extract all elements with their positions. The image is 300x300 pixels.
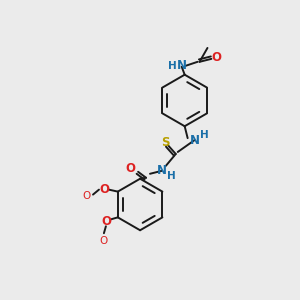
Text: H: H bbox=[168, 61, 177, 71]
Text: O: O bbox=[212, 51, 221, 64]
Text: O: O bbox=[101, 215, 111, 228]
Text: O: O bbox=[82, 190, 90, 201]
Text: S: S bbox=[162, 136, 170, 148]
Text: O: O bbox=[99, 183, 109, 196]
Text: O: O bbox=[100, 236, 108, 246]
Text: H: H bbox=[167, 171, 176, 181]
Text: N: N bbox=[177, 59, 187, 72]
Text: O: O bbox=[125, 162, 135, 175]
Text: N: N bbox=[190, 134, 200, 147]
Text: N: N bbox=[157, 164, 167, 177]
Text: H: H bbox=[200, 130, 209, 140]
